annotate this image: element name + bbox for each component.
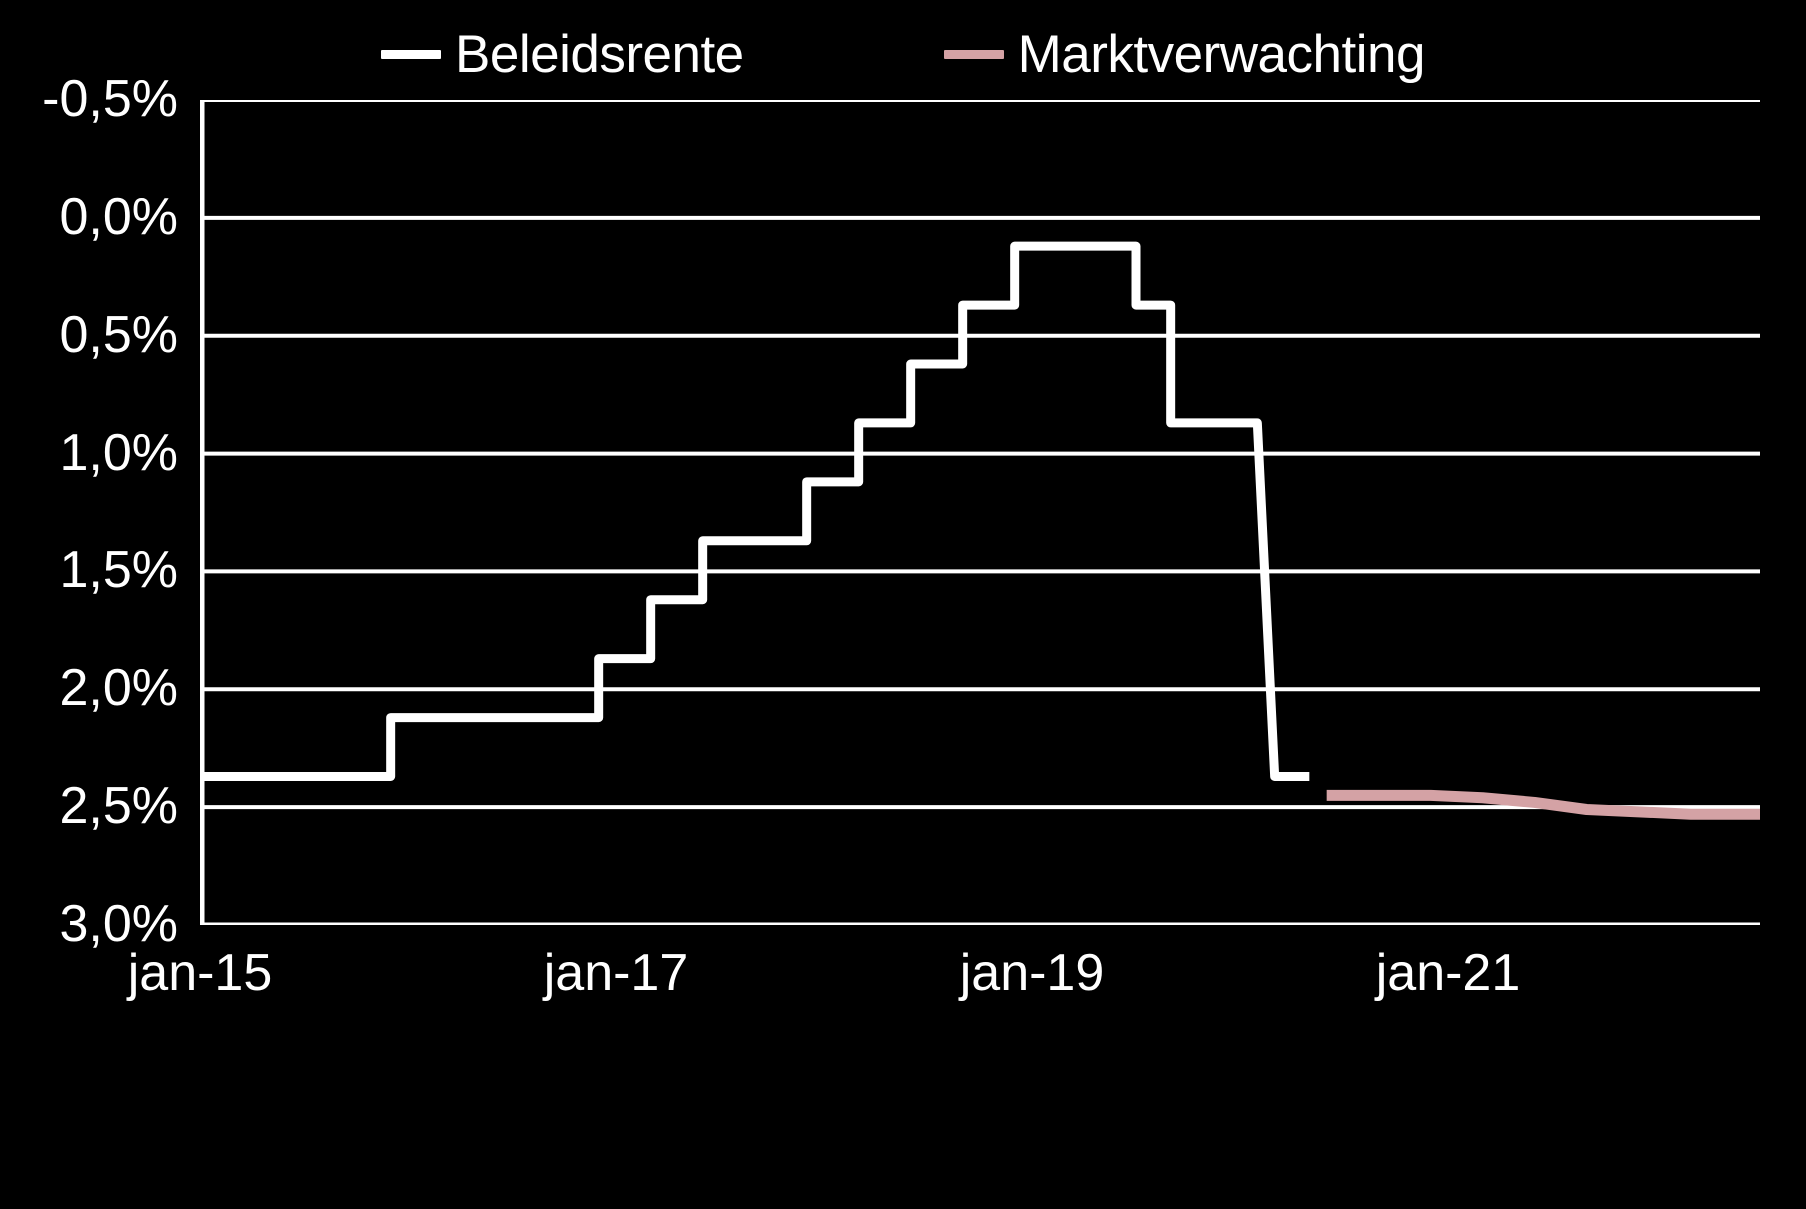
x-axis-tick-label: jan-21 (1375, 944, 1521, 1002)
x-axis-tick-label: jan-15 (127, 944, 273, 1002)
line-swatch-icon (943, 49, 1004, 59)
y-axis-tick-label: 1,0% (59, 423, 178, 482)
y-axis-tick-label: 0,0% (59, 187, 178, 246)
y-axis-tick-label: -0,5% (42, 70, 178, 128)
x-axis-tick-label: jan-19 (959, 944, 1105, 1002)
gridlines (200, 100, 1760, 925)
line-swatch-icon (381, 49, 442, 59)
y-axis-tick-label: 1,5% (59, 541, 178, 600)
series-line-marktverwachting (1326, 789, 1760, 820)
legend-item-marktverwachting[interactable]: Marktverwachting (943, 24, 1426, 84)
data-series-layer (200, 241, 1760, 820)
series-line-beleidsrente (200, 241, 1310, 781)
y-axis-tick-label: 2,5% (59, 777, 178, 836)
legend-item-beleidsrente[interactable]: Beleidsrente (381, 28, 744, 81)
legend-label-marktverwachting: Marktverwachting (1017, 24, 1426, 84)
chart-legend: Beleidsrente Marktverwachting (0, 18, 1806, 90)
y-axis-labels: 3,0% 2,5% 2,0% 1,5% 1,0% 0,5% 0,0% -0,5% (0, 0, 178, 1209)
y-axis-tick-label: 2,0% (59, 659, 178, 718)
legend-label-beleidsrente: Beleidsrente (455, 24, 744, 84)
plot-area (200, 100, 1760, 925)
plot-svg (200, 100, 1760, 925)
x-axis-tick-label: jan-17 (543, 944, 689, 1002)
y-axis-tick-label: 3,0% (59, 895, 178, 953)
y-axis-tick-label: 0,5% (59, 305, 178, 364)
